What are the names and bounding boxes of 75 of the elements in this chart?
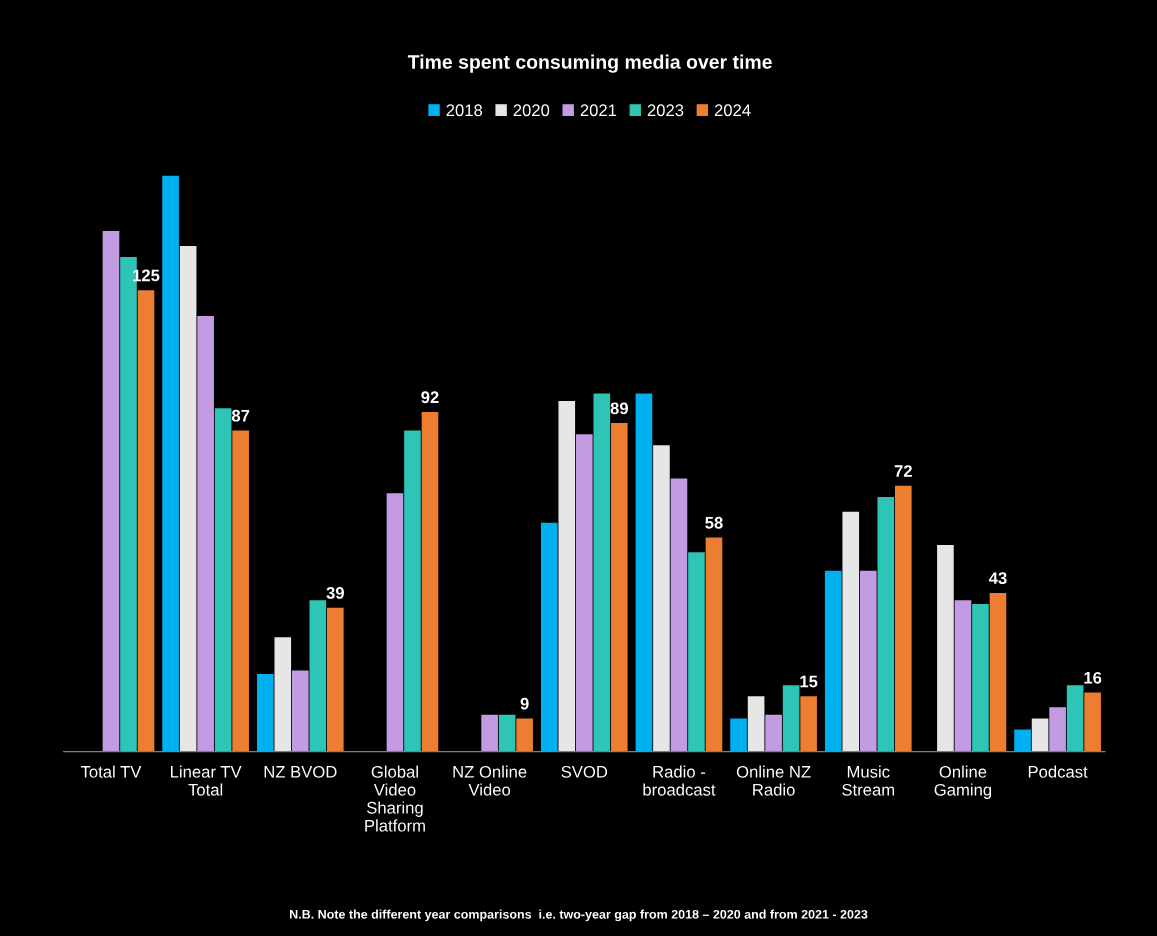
x-tick-label: Podcast <box>1028 765 1088 778</box>
bar <box>730 718 747 752</box>
data-label: 89 <box>610 402 628 415</box>
bar <box>516 718 533 752</box>
bar <box>688 552 705 752</box>
bar <box>747 696 765 752</box>
data-label: 15 <box>800 675 818 688</box>
bar <box>540 522 558 752</box>
bar <box>309 600 327 752</box>
data-label: 58 <box>705 516 723 529</box>
bar <box>705 537 723 752</box>
bar <box>179 245 197 752</box>
data-label: 39 <box>326 586 344 599</box>
bar <box>610 423 628 752</box>
bar <box>137 290 155 752</box>
legend-label: 2020 <box>513 104 550 117</box>
bar <box>877 496 895 752</box>
data-label: 9 <box>520 697 529 710</box>
x-tick-label: Music Stream <box>842 765 895 796</box>
legend-label: 2024 <box>714 104 751 117</box>
x-tick-label: Global Video Sharing Platform <box>365 765 425 832</box>
bar <box>558 400 576 752</box>
x-tick-label: SVOD <box>561 765 608 778</box>
bar <box>498 714 516 752</box>
bar <box>386 493 404 752</box>
bar <box>404 430 421 752</box>
x-tick-label: NZ Online Video <box>453 765 527 796</box>
bar <box>824 570 842 752</box>
x-tick-label: Radio - broadcast <box>643 765 716 796</box>
x-tick-label: Total TV <box>80 765 142 778</box>
bar <box>765 714 782 752</box>
data-label: 92 <box>421 391 439 404</box>
data-label: 16 <box>1084 671 1102 684</box>
bar <box>274 637 292 752</box>
bar <box>954 600 972 752</box>
x-tick-label: Online NZ Radio <box>736 765 811 796</box>
bar <box>859 570 877 752</box>
x-tick-label: Online Gaming <box>934 765 992 799</box>
x-tick-label: NZ BVOD <box>264 765 337 778</box>
bar <box>197 316 214 752</box>
bar <box>232 430 249 752</box>
bar <box>989 592 1007 752</box>
text: N.B. Note the different year comparisons i.e. two-year gap from 2018 – 2020 and from 2021 - 2023 <box>290 909 868 922</box>
data-label: 43 <box>988 572 1007 585</box>
legend-label: 2018 <box>446 104 483 117</box>
data-label: 72 <box>894 465 912 477</box>
bar <box>782 685 800 752</box>
bar <box>842 511 860 752</box>
bar <box>214 408 232 752</box>
bar <box>894 485 912 752</box>
bar <box>670 478 688 752</box>
bar <box>327 607 344 752</box>
bar <box>635 393 653 752</box>
bar <box>575 434 593 752</box>
bar <box>1031 718 1049 752</box>
bar <box>481 714 498 752</box>
bar <box>162 175 179 752</box>
bar <box>972 603 989 752</box>
bar <box>1014 729 1031 752</box>
bar <box>800 696 817 752</box>
bar <box>653 445 670 752</box>
bar <box>102 231 120 752</box>
bar <box>593 393 611 752</box>
bar <box>421 412 439 752</box>
bar <box>291 670 309 752</box>
x-tick-label: Linear TV Total <box>171 765 242 796</box>
bar <box>1066 685 1084 752</box>
bar <box>256 674 274 752</box>
bar <box>1049 707 1066 752</box>
data-label: 87 <box>231 409 250 422</box>
chart-title: Time spent consuming media over time <box>407 54 772 73</box>
legend-label: 2021 <box>580 104 617 117</box>
legend-label: 2023 <box>647 104 684 117</box>
bar <box>937 544 954 752</box>
bar <box>1084 692 1101 752</box>
